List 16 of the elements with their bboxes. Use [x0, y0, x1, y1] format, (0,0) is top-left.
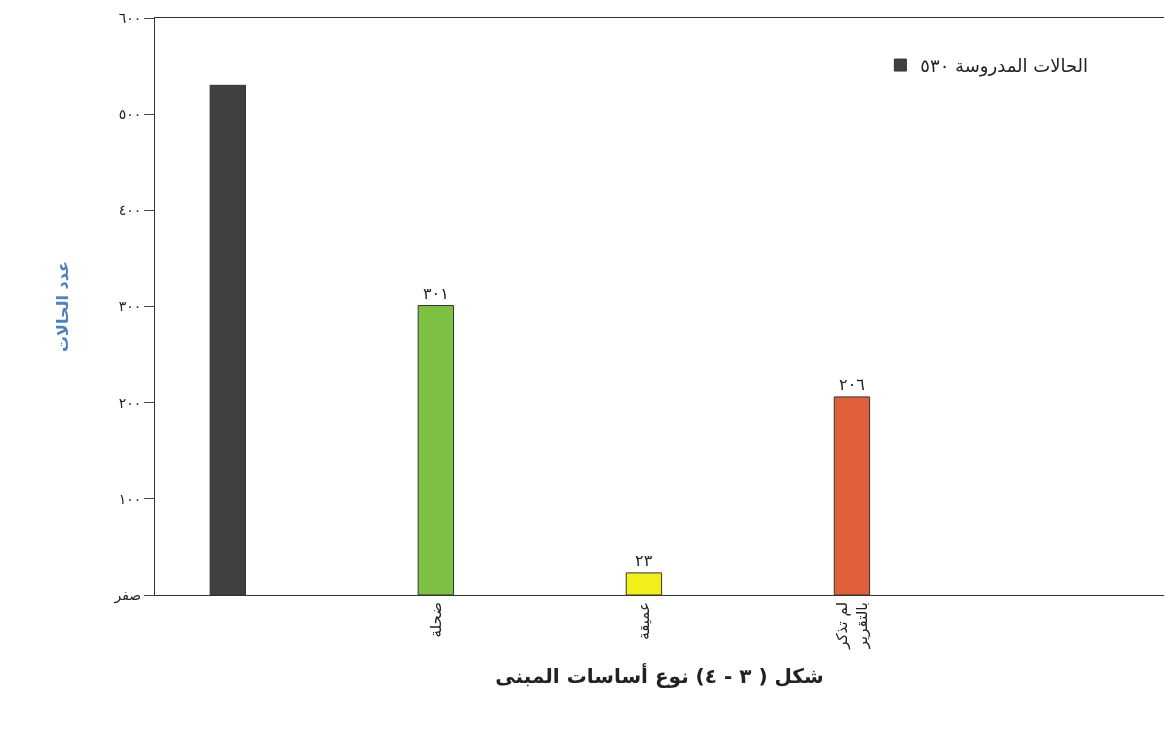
y-axis-title: عدد الحالات [53, 261, 73, 352]
y-tick-label: ٥٠٠ [118, 106, 142, 123]
data-label: ٢٠٦ [839, 374, 865, 394]
y-tick-label: ٢٠٠ [118, 394, 142, 411]
x-axis-title: شكل ( ٣ - ٤) نوع أساسات المبنى [495, 662, 824, 689]
y-tick-label: صفر [113, 586, 142, 604]
x-tick-label: عميقة [634, 602, 653, 640]
data-label: ٢٣ [635, 550, 653, 570]
y-tick-label: ١٠٠ [118, 490, 142, 507]
x-tick-label: لم تذكر بالتقرير [833, 602, 871, 650]
x-tick-label: ضحلة [426, 602, 445, 638]
legend-label: الحالات المدروسة ٥٣٠ [920, 55, 1089, 78]
y-tick-label: ٦٠٠ [118, 9, 142, 26]
y-tick-label: ٣٠٠ [118, 298, 142, 315]
y-tick-label: ٤٠٠ [118, 202, 142, 219]
data-label: ٣٠١ [422, 283, 449, 303]
